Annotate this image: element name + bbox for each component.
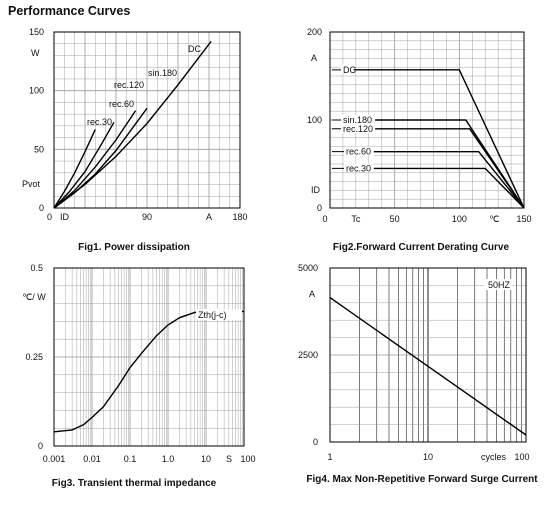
fig1-series-label: DC [188,44,201,54]
fig3-x-tick-label: 100 [240,454,255,464]
fig4-annotation-bg [484,279,512,290]
fig4-x-tick-label: 100 [514,452,529,462]
fig3-series-label: Zth(j-c) [198,310,227,320]
fig2-series-label: rec.60 [346,147,371,157]
fig1-y-tick-label: 50 [34,144,44,154]
fig3-caption: Fig3. Transient thermal impedance [51,478,217,489]
fig2-curve-rec120 [352,128,525,209]
fig4-x-unit-label: cycles [481,452,507,462]
fig1-x-axis-label: 0 [47,212,52,222]
fig2-curve-DC [352,69,525,209]
fig2-curve-sin180 [352,119,525,209]
fig4-plot-frame [329,267,527,443]
fig2-label-bg [341,64,354,74]
fig1-y-quantity-label: Pvot [22,179,41,189]
fig3-y-unit-label: ℃/ W [22,292,46,302]
fig2-series-label: rec.120 [343,124,373,134]
fig2-label-bg [341,123,376,133]
fig4-y-unit-label: A [309,289,315,299]
fig1-plot-frame [53,31,241,209]
fig3-x-tick-label: 10 [201,454,211,464]
fig4-x-tick-label: 1 [327,452,332,462]
fig3-x-unit-label: S [226,454,232,464]
fig4-y-tick-label: 2500 [298,350,318,360]
fig4-curve-surge [329,297,527,436]
fig1-series-label: rec.30 [87,117,112,127]
fig2-x-axis-label: 150 [516,214,531,224]
fig1-curve-rec120 [53,110,137,209]
fig2-y-tick-label: 0 [317,203,322,213]
fig2-plot-frame [329,31,525,209]
fig3-curve-zth [53,310,245,433]
fig2-series-label: rec.30 [346,163,371,173]
fig4-annotation: 50HZ [488,280,511,290]
fig2-y-quantity-label: ID [311,185,321,195]
fig1-series-label: rec.120 [114,80,144,90]
fig1-caption: Fig1. Power dissipation [78,242,190,253]
fig1-series-label: sin.180 [148,68,177,78]
fig1-curve-DC [53,40,212,209]
fig3-label-bg [196,309,242,320]
fig2-caption: Fig2.Forward Current Derating Curve [332,242,510,253]
fig1-y-tick-label: 100 [29,86,44,96]
fig2-x-axis-label: 50 [390,214,400,224]
fig3-y-tick-label: 0 [38,441,43,451]
fig3-y-tick-label: 0.25 [25,352,43,362]
fig2-series-label: sin.180 [343,115,372,125]
fig1-x-axis-label: A [206,212,212,222]
fig1-curve-rec60 [53,121,115,209]
fig1-y-tick-label: 0 [39,203,44,213]
fig3-x-tick-label: 0.1 [124,454,137,464]
page-title: Performance Curves [8,4,131,18]
fig3-plot-frame [53,267,245,447]
fig2-series-label: DC [343,65,356,75]
fig3-x-tick-label: 0.001 [43,454,66,464]
fig1-y-tick-label: 150 [29,27,44,37]
fig2-x-axis-label: 100 [452,214,467,224]
fig2-y-unit-label: A [311,53,317,63]
fig2-label-bg [344,146,374,156]
fig2-x-axis-label: 0 [322,214,327,224]
fig2-label-bg [341,115,376,124]
fig2-y-tick-label: 100 [307,115,322,125]
fig1-y-unit-label: W [31,48,40,58]
fig3-x-tick-label: 0.01 [83,454,101,464]
fig2-curve-rec30 [352,167,525,209]
fig3-y-tick-label: 0.5 [30,263,43,273]
fig2-label-bg [344,163,374,173]
fig1-x-axis-label: 180 [232,212,247,222]
fig1-series-label: rec.60 [109,99,134,109]
fig2-y-tick-label: 200 [307,27,322,37]
fig1-curve-sin180 [53,107,148,209]
fig4-y-tick-label: 0 [313,437,318,447]
fig2-x-axis-label: Tc [351,214,361,224]
fig4-caption: Fig4. Max Non-Repetitive Forward Surge C… [306,474,538,485]
fig4-x-tick-label: 10 [423,452,433,462]
fig1-curve-rec30 [53,129,96,209]
fig1-x-axis-label: 90 [142,212,152,222]
fig3-x-tick-label: 1.0 [162,454,175,464]
fig2-curve-rec60 [352,151,525,209]
fig2-x-axis-label: ℃ [489,214,499,224]
fig1-x-axis-label: ID [60,212,70,222]
fig4-y-tick-label: 5000 [298,263,318,273]
